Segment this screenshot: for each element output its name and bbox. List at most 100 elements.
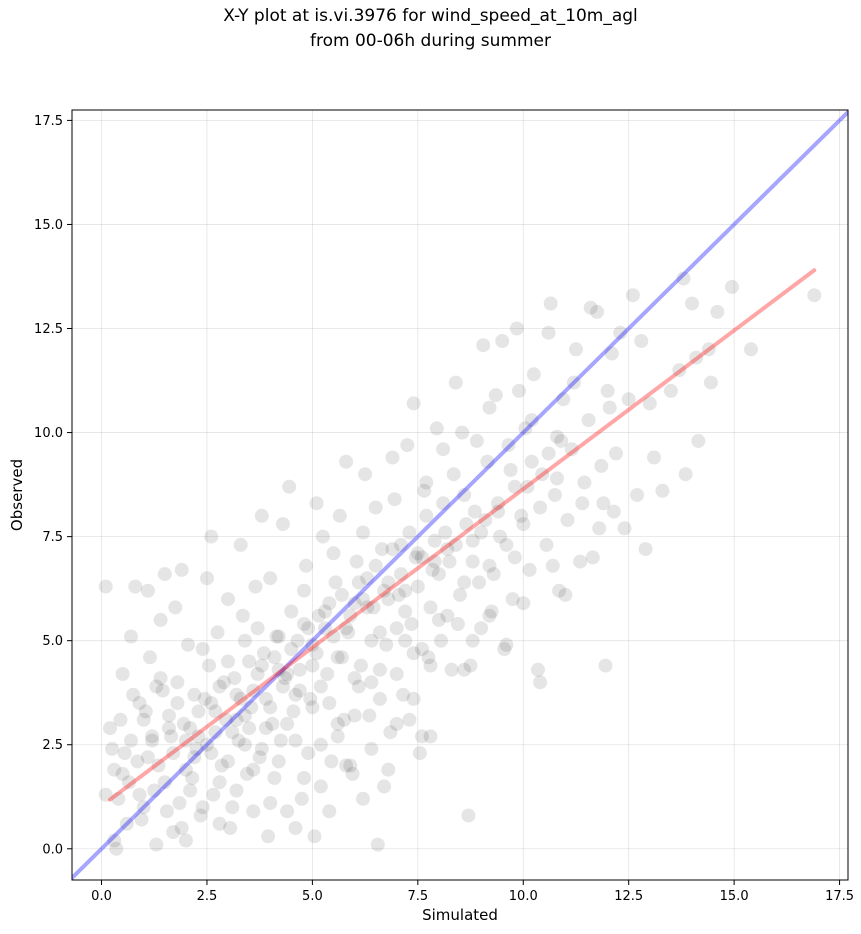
- trend-lines: [72, 110, 848, 880]
- data-point: [305, 637, 320, 652]
- data-point: [191, 729, 206, 744]
- data-point: [313, 779, 328, 794]
- data-point: [284, 604, 299, 619]
- data-point: [189, 741, 204, 756]
- data-point: [522, 562, 537, 577]
- data-point: [259, 691, 273, 706]
- data-point: [164, 729, 179, 744]
- data-point: [134, 812, 149, 827]
- data-point: [389, 667, 404, 681]
- data-point: [328, 575, 343, 590]
- data-point: [604, 346, 619, 361]
- y-tick-label: 15.0: [34, 218, 63, 233]
- data-point: [459, 517, 474, 532]
- data-point: [337, 712, 351, 727]
- data-point: [482, 558, 497, 573]
- data-point: [394, 537, 408, 552]
- data-point: [254, 741, 269, 756]
- data-point: [482, 400, 497, 415]
- data-point: [339, 621, 354, 636]
- data-point: [221, 592, 235, 607]
- data-point: [223, 821, 238, 835]
- data-point: [254, 508, 269, 523]
- data-point: [145, 733, 160, 748]
- data-point: [625, 288, 640, 303]
- data-point: [140, 750, 155, 765]
- x-axis-label: Simulated: [422, 906, 498, 924]
- data-point: [676, 271, 691, 286]
- data-point: [642, 396, 657, 411]
- data-point: [638, 542, 653, 557]
- data-point: [280, 716, 295, 731]
- y-tick-label: 2.5: [42, 738, 63, 753]
- data-point: [552, 583, 567, 598]
- data-point: [297, 583, 311, 598]
- data-point: [294, 791, 309, 806]
- data-point: [318, 621, 332, 636]
- data-point: [617, 521, 632, 536]
- data-point: [225, 725, 240, 740]
- data-point: [516, 517, 531, 532]
- data-point: [691, 433, 706, 448]
- data-point: [155, 683, 170, 698]
- data-point: [476, 338, 491, 353]
- data-point: [162, 721, 176, 736]
- y-axis-label: Observed: [8, 459, 26, 531]
- data-point: [678, 467, 693, 482]
- data-point: [491, 504, 505, 519]
- data-point: [193, 808, 208, 823]
- data-point: [299, 558, 314, 573]
- data-point: [143, 650, 157, 665]
- data-point: [183, 721, 198, 736]
- data-point: [547, 488, 562, 502]
- data-point: [415, 550, 429, 565]
- data-point: [505, 592, 520, 607]
- data-point: [347, 708, 362, 723]
- data-point: [229, 687, 244, 702]
- data-point: [286, 704, 301, 719]
- data-point: [581, 413, 596, 428]
- y-tick-label: 5.0: [42, 634, 63, 649]
- data-point: [427, 554, 442, 569]
- data-point: [550, 471, 564, 486]
- data-point: [103, 721, 117, 736]
- grid: [72, 110, 848, 880]
- data-point: [566, 375, 581, 390]
- data-point: [509, 321, 524, 336]
- data-point: [493, 529, 508, 544]
- data-point: [229, 712, 244, 727]
- data-point: [263, 796, 278, 810]
- data-point: [330, 716, 345, 731]
- data-point: [174, 562, 189, 577]
- data-point: [488, 388, 503, 403]
- data-point: [345, 766, 360, 781]
- data-point: [410, 579, 425, 594]
- data-point: [526, 367, 541, 382]
- data-point: [138, 704, 153, 719]
- data-point: [339, 758, 354, 773]
- data-point: [178, 762, 193, 777]
- data-point: [402, 525, 417, 540]
- data-point: [383, 725, 398, 740]
- data-point: [689, 350, 704, 365]
- chart-subtitle: from 00-06h during summer: [310, 31, 551, 51]
- data-point: [381, 762, 396, 777]
- data-point: [545, 558, 560, 573]
- data-point: [322, 804, 337, 819]
- data-point: [271, 629, 286, 644]
- data-point: [111, 791, 126, 806]
- data-point: [119, 816, 134, 831]
- data-point: [242, 721, 257, 736]
- data-point: [121, 775, 136, 790]
- data-point: [356, 592, 370, 607]
- x-tick-label: 10.0: [509, 889, 538, 904]
- data-point: [389, 621, 404, 636]
- data-point: [282, 479, 297, 494]
- data-point: [423, 729, 438, 744]
- axes: 0.0 2.5 5.0 7.5 10.0 12.5 15.0 17.5 0.0 2.5 5.0 7.5…: [34, 109, 854, 904]
- data-point: [132, 696, 147, 711]
- data-point: [305, 700, 320, 715]
- data-point: [349, 554, 364, 569]
- data-point: [491, 496, 505, 511]
- data-point: [140, 583, 155, 598]
